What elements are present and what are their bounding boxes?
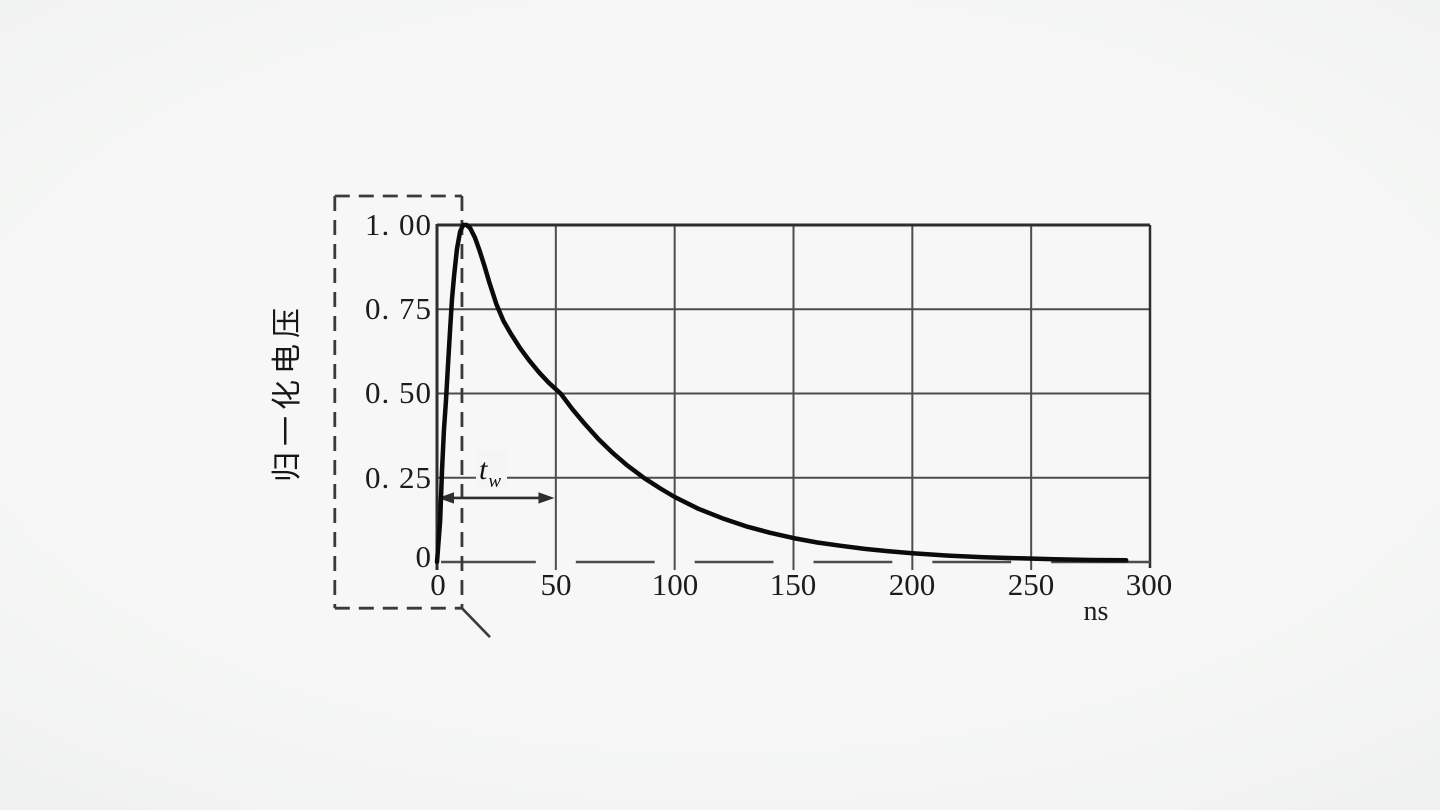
pulse-width-symbol: t	[479, 453, 488, 486]
pulse-width-arrowhead-right	[538, 492, 555, 504]
pulse-width-annotation-label: tw	[476, 451, 508, 492]
pulse-width-subscript: w	[488, 471, 502, 492]
x-tick-label-0: 0	[430, 567, 446, 602]
x-tick-label-300: 300	[1125, 567, 1173, 602]
callout-pointer-line	[461, 607, 491, 639]
y-tick-label-050: 0. 50	[365, 375, 432, 410]
y-tick-label-100: 1. 00	[365, 207, 432, 242]
x-tick-label-200: 200	[888, 567, 936, 602]
pulse-width-arrowhead-left	[438, 492, 454, 504]
x-tick-label-250: 250	[1007, 567, 1055, 602]
y-tick-label-0: 0	[415, 539, 432, 574]
x-tick-label-100: 100	[651, 567, 699, 602]
y-tick-label-025: 0. 25	[365, 460, 432, 495]
x-tick-label-50: 50	[540, 567, 572, 602]
x-tick-label-150: 150	[769, 567, 817, 602]
x-axis-unit-label: ns	[1083, 596, 1109, 627]
y-tick-label-075: 0. 75	[365, 291, 432, 326]
pulse-voltage-curve	[434, 222, 1129, 565]
